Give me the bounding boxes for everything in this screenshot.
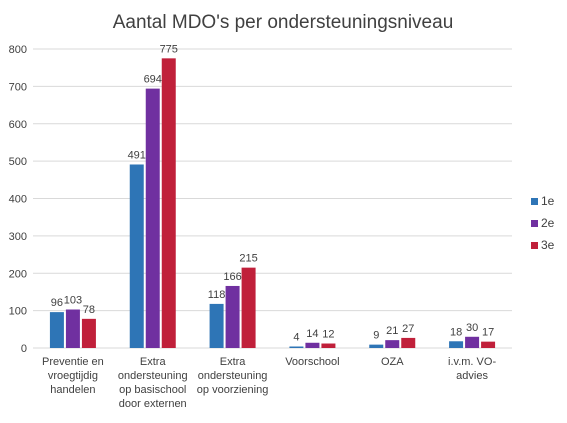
legend-swatch <box>531 198 538 205</box>
y-axis: 0 100 200 300 400 500 600 700 800 <box>9 44 27 355</box>
y-tick-label: 400 <box>9 194 27 206</box>
bar <box>161 58 176 348</box>
legend: 1e 2e 3e <box>531 194 555 252</box>
y-tick-label: 700 <box>9 81 27 93</box>
legend-swatch <box>531 242 538 249</box>
bar <box>49 312 64 348</box>
bar <box>81 318 96 348</box>
bar <box>465 336 480 348</box>
legend-label: 2e <box>541 216 555 230</box>
data-label: 18 <box>450 326 462 338</box>
bar <box>385 340 400 348</box>
x-tick-label: i.v.m. VO-advies <box>448 356 496 382</box>
data-label: 215 <box>239 253 257 265</box>
data-label: 17 <box>482 327 494 339</box>
legend-label: 3e <box>541 238 555 252</box>
bars <box>49 58 496 349</box>
bar <box>65 309 80 348</box>
data-label: 12 <box>322 329 334 341</box>
y-tick-label: 600 <box>9 119 27 131</box>
data-label: 9 <box>373 330 379 342</box>
data-label: 78 <box>83 304 95 316</box>
x-tick-label: Voorschool <box>285 356 339 368</box>
y-tick-label: 0 <box>21 343 27 355</box>
bar <box>481 341 496 348</box>
data-label: 96 <box>51 297 63 309</box>
x-axis: Preventie en vroegtijdig handelen Extra onde… <box>42 356 496 410</box>
data-label: 491 <box>128 149 146 161</box>
bar <box>449 341 464 348</box>
data-label: 14 <box>306 328 318 340</box>
data-label: 775 <box>160 43 178 55</box>
data-label: 166 <box>223 271 241 283</box>
y-tick-label: 100 <box>9 306 27 318</box>
gridlines <box>33 48 512 349</box>
bar <box>401 337 416 348</box>
data-label: 103 <box>64 295 82 307</box>
data-label: 30 <box>466 322 478 334</box>
bar <box>305 342 320 348</box>
bar <box>241 267 256 348</box>
chart-title: Aantal MDO's per ondersteuningsniveau <box>113 12 454 33</box>
bar <box>289 346 304 348</box>
y-tick-label: 500 <box>9 156 27 168</box>
legend-label: 1e <box>541 194 555 208</box>
data-label: 118 <box>208 289 226 301</box>
data-label: 21 <box>386 325 398 337</box>
legend-swatch <box>531 220 538 227</box>
bar <box>145 88 160 349</box>
y-tick-label: 200 <box>9 268 27 280</box>
data-label: 694 <box>144 74 162 86</box>
data-label: 27 <box>402 323 414 335</box>
bar <box>369 344 384 348</box>
bar <box>209 303 224 348</box>
data-label: 4 <box>293 332 299 344</box>
x-tick-label: Preventie en vroegtijdig handelen <box>42 356 104 396</box>
bar <box>321 343 336 348</box>
x-tick-label: Extra ondersteuning op voorziening <box>197 356 269 396</box>
bar <box>129 164 144 348</box>
y-tick-label: 300 <box>9 231 27 243</box>
x-tick-label: Extra ondersteuning op basischool door exte… <box>118 356 188 410</box>
bar <box>225 285 240 348</box>
x-tick-label: OZA <box>381 356 404 368</box>
y-tick-label: 800 <box>9 44 27 56</box>
